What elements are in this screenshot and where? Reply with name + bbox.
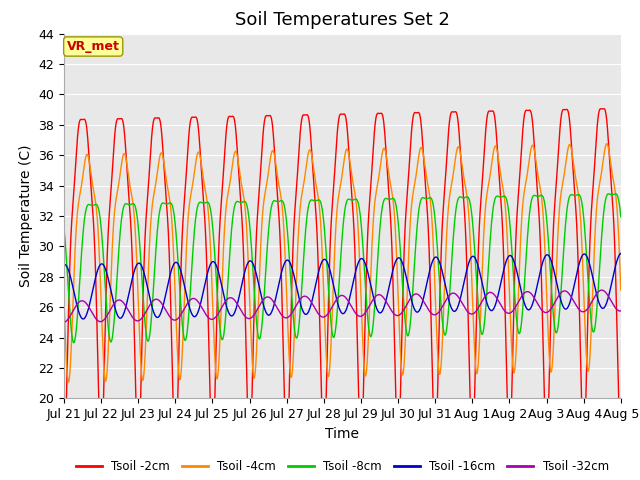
Tsoil -2cm: [348, 191, 356, 196]
Tsoil -32cm: [212, 314, 220, 320]
Tsoil -16cm: [617, 251, 625, 256]
Tsoil -2cm: [617, 438, 625, 444]
Tsoil -32cm: [598, 287, 605, 293]
X-axis label: Time: Time: [325, 427, 360, 441]
Tsoil -8cm: [406, 324, 414, 330]
Tsoil -8cm: [617, 214, 625, 219]
Tsoil -2cm: [593, 135, 600, 141]
Tsoil -16cm: [212, 262, 220, 268]
Tsoil -2cm: [508, 401, 515, 407]
Tsoil -4cm: [212, 372, 220, 378]
Line: Tsoil -32cm: Tsoil -32cm: [64, 290, 621, 323]
Tsoil -8cm: [508, 246, 516, 252]
Tsoil -32cm: [617, 308, 625, 314]
Line: Tsoil -2cm: Tsoil -2cm: [64, 108, 621, 452]
Tsoil -4cm: [593, 205, 600, 211]
Y-axis label: Soil Temperature (C): Soil Temperature (C): [19, 145, 33, 287]
Tsoil -16cm: [593, 291, 600, 297]
Tsoil -8cm: [212, 272, 220, 278]
Tsoil -8cm: [612, 191, 620, 197]
Tsoil -32cm: [60, 320, 68, 325]
Tsoil -4cm: [508, 347, 516, 353]
Tsoil -32cm: [508, 309, 515, 315]
Tsoil -4cm: [406, 225, 414, 230]
Tsoil -8cm: [348, 197, 356, 203]
Tsoil -32cm: [406, 297, 413, 302]
Tsoil -2cm: [164, 216, 172, 222]
Tsoil -16cm: [508, 254, 516, 260]
Line: Tsoil -4cm: Tsoil -4cm: [64, 144, 621, 382]
Tsoil -2cm: [600, 106, 607, 111]
Tsoil -2cm: [212, 355, 220, 361]
Title: Soil Temperatures Set 2: Soil Temperatures Set 2: [235, 11, 450, 29]
Legend: Tsoil -2cm, Tsoil -4cm, Tsoil -8cm, Tsoil -16cm, Tsoil -32cm: Tsoil -2cm, Tsoil -4cm, Tsoil -8cm, Tsoi…: [71, 456, 614, 478]
Tsoil -4cm: [60, 299, 68, 304]
Line: Tsoil -8cm: Tsoil -8cm: [64, 194, 621, 343]
Line: Tsoil -16cm: Tsoil -16cm: [64, 253, 621, 319]
Tsoil -4cm: [65, 379, 72, 385]
Tsoil -32cm: [164, 311, 172, 316]
Tsoil -32cm: [348, 304, 356, 310]
Tsoil -16cm: [79, 316, 87, 322]
Tsoil -4cm: [603, 141, 611, 146]
Tsoil -16cm: [348, 285, 356, 291]
Tsoil -4cm: [617, 287, 625, 293]
Tsoil -16cm: [406, 291, 414, 297]
Tsoil -2cm: [406, 156, 413, 161]
Tsoil -32cm: [593, 291, 600, 297]
Tsoil -16cm: [60, 262, 68, 268]
Text: VR_met: VR_met: [67, 40, 120, 53]
Tsoil -4cm: [348, 173, 356, 179]
Tsoil -4cm: [164, 187, 172, 192]
Tsoil -2cm: [60, 449, 68, 455]
Tsoil -8cm: [164, 201, 172, 206]
Tsoil -8cm: [593, 310, 600, 315]
Tsoil -8cm: [60, 225, 68, 231]
Tsoil -16cm: [164, 282, 172, 288]
Tsoil -8cm: [70, 340, 77, 346]
